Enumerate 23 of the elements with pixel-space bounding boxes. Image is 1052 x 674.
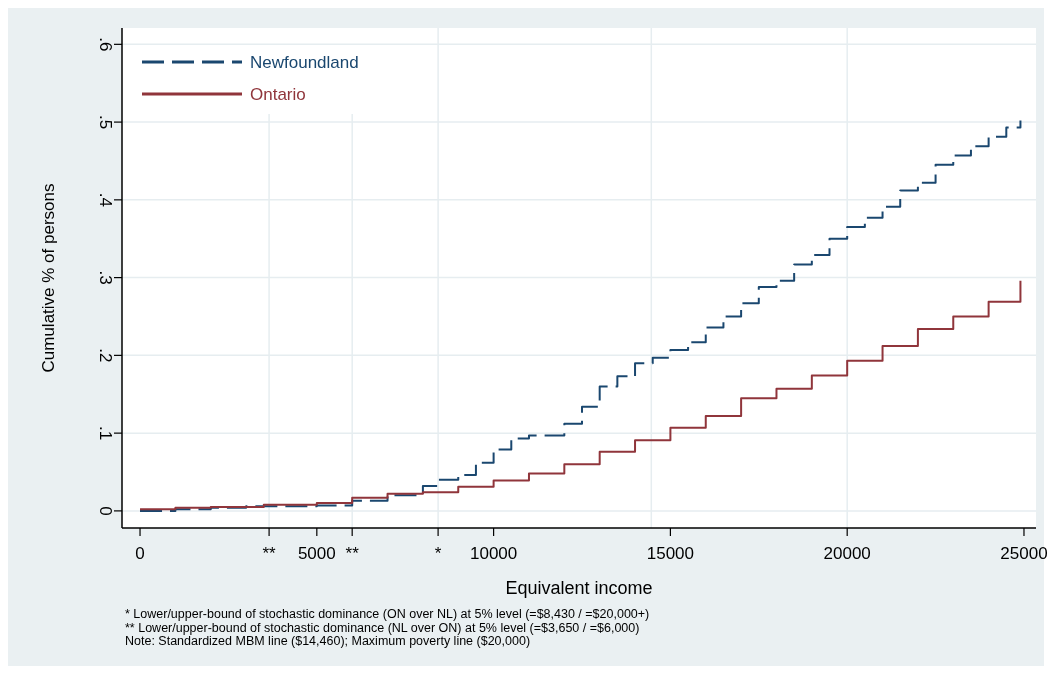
text: Note: Standardized MBM line ($14,460); Maximum poverty line ($20,000)	[125, 634, 531, 648]
y-tick-label: .3	[96, 270, 115, 285]
text: Ontario	[250, 85, 306, 104]
x-tick-label: **	[345, 544, 360, 563]
y-tick-label: .1	[96, 426, 115, 441]
y-tick-label: 0	[96, 506, 115, 516]
x-tick-label: **	[262, 544, 277, 563]
x-tick-label: 25000	[1000, 544, 1048, 563]
x-tick-label: 5000	[297, 544, 336, 563]
y-tick-label: .5	[96, 115, 115, 130]
y-tick-label: .6	[96, 37, 115, 52]
text: Newfoundland	[250, 53, 359, 72]
y-tick-label: .4	[96, 192, 115, 207]
x-axis-title: Equivalent income	[505, 578, 653, 598]
x-tick-label: 0	[135, 544, 145, 563]
x-tick-label: 15000	[646, 544, 695, 563]
y-tick-label: .2	[96, 348, 115, 363]
text: * Lower/upper-bound of stochastic dominance (ON over NL) at 5% level (=$8,430 / =$20,000+)	[125, 607, 650, 621]
x-tick-label: *	[434, 544, 442, 563]
text: ** Lower/upper-bound of stochastic dominance (NL over ON) at 5% level (=$3,650 / =$6,000)	[125, 620, 640, 635]
y-axis-title: Cumulative % of persons	[39, 183, 58, 373]
x-tick-label: 20000	[823, 544, 871, 563]
x-tick-label: 10000	[469, 544, 518, 563]
